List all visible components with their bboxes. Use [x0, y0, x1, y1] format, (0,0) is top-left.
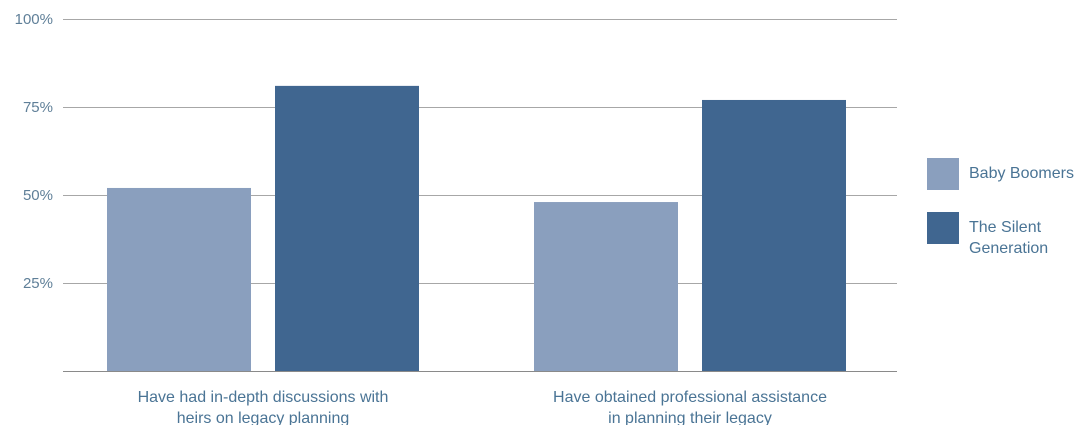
bar-baby-boomers-1 [107, 187, 251, 371]
legend-label-silent-generation-line-1: The Silent [969, 219, 1042, 236]
y-tick-label-75: 75% [23, 99, 53, 116]
bar-silent-generation-1 [275, 85, 419, 371]
category-label-2-line-2: in planning their legacy [608, 410, 772, 425]
bar-baby-boomers-2 [534, 202, 678, 371]
legend-swatch-silent-generation [927, 212, 959, 244]
legend-label-silent-generation-line-2: Generation [969, 240, 1048, 257]
y-tick-label-25: 25% [23, 275, 53, 292]
y-tick-label-100: 100% [15, 11, 53, 28]
bar-silent-generation-2 [702, 99, 846, 372]
category-label-1-line-2: heirs on legacy planning [177, 410, 350, 425]
legend-label-baby-boomers-line-1: Baby Boomers [969, 165, 1074, 182]
y-axis-tick-labels: 25% 50% 75% 100% [15, 11, 53, 292]
category-label-1-line-1: Have had in-depth discussions with [138, 389, 389, 406]
bars [107, 85, 846, 372]
y-tick-label-50: 50% [23, 187, 53, 204]
category-label-2-line-1: Have obtained professional assistance [553, 389, 827, 406]
legend: Baby Boomers The Silent Generation [927, 158, 1074, 257]
category-labels: Have had in-depth discussions with heirs … [138, 389, 827, 425]
legend-swatch-baby-boomers [927, 158, 959, 190]
